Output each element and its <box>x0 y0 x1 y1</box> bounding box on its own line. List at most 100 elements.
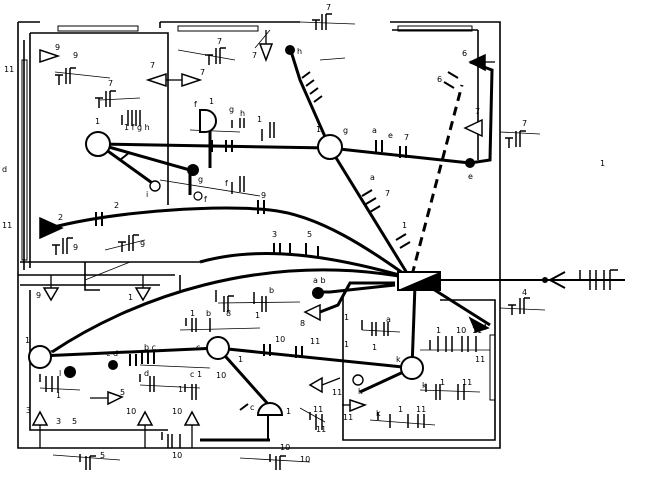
window-top-left <box>57 25 139 32</box>
label: 3 <box>56 417 61 426</box>
label: 1 <box>344 313 349 322</box>
label: b <box>206 309 211 318</box>
label: 11 <box>316 425 326 434</box>
label: c d <box>106 349 118 358</box>
label: 11 <box>472 326 482 335</box>
input-arrow <box>547 271 566 289</box>
label: e <box>468 172 473 181</box>
label: 11 <box>2 221 12 230</box>
label: 1 <box>600 159 605 168</box>
label: 11 <box>462 378 472 387</box>
label: 1 <box>372 343 377 352</box>
label: g <box>229 105 234 114</box>
label: 1 <box>398 405 403 414</box>
distribution-box <box>397 271 441 291</box>
label: 1 <box>178 385 183 394</box>
label: 5 <box>120 388 125 397</box>
label: 10 <box>456 326 466 335</box>
label: 2 <box>114 201 119 210</box>
label: 6 <box>462 49 467 58</box>
input-node <box>542 277 548 283</box>
label: g <box>198 175 203 184</box>
label: 9 <box>73 243 78 252</box>
hub-node-l <box>28 345 52 369</box>
label: 10 <box>172 407 182 416</box>
dashed-link <box>410 84 464 276</box>
floor-plan-walls <box>17 21 501 449</box>
label: 11 <box>475 355 485 364</box>
label: 3 <box>26 406 31 415</box>
label: e <box>388 131 393 140</box>
label: 10 <box>300 455 310 464</box>
label: 11 <box>332 388 342 397</box>
label: 9 <box>261 191 266 200</box>
label: k <box>358 387 363 396</box>
label: 9 <box>73 51 78 60</box>
label: 10 <box>280 443 290 452</box>
label: k <box>376 409 381 418</box>
label: 7 <box>475 107 480 116</box>
end-points <box>64 45 475 378</box>
label: 7 <box>522 119 527 128</box>
label: c 1 <box>190 370 202 379</box>
label: c <box>196 343 200 352</box>
label: 7 <box>252 51 257 60</box>
label: 10 <box>172 451 182 460</box>
label: 7 <box>385 189 390 198</box>
label: d <box>144 369 149 378</box>
label: 1 <box>402 221 407 230</box>
label: a <box>372 126 377 135</box>
label: i <box>146 190 148 199</box>
label: k <box>422 381 427 390</box>
label: 1 <box>209 97 214 106</box>
label: 10 <box>216 371 226 380</box>
label: f <box>225 179 228 188</box>
label: 7 <box>217 37 222 46</box>
label: l <box>50 349 52 358</box>
label: 7 <box>404 133 409 142</box>
label: 5 <box>72 417 77 426</box>
label: 1 <box>238 355 243 364</box>
label: 1 f g h <box>124 123 150 132</box>
label: 5 <box>307 230 312 239</box>
label: 11 <box>343 413 353 422</box>
label: 1 <box>257 115 262 124</box>
label: b c <box>144 343 156 352</box>
label: g <box>343 126 348 135</box>
label: 7 <box>150 61 155 70</box>
label: f <box>194 100 197 109</box>
hub-node-k <box>400 356 424 380</box>
label: b <box>269 286 274 295</box>
label: 2 <box>58 213 63 222</box>
label: l <box>59 369 61 378</box>
label: 10 <box>275 335 285 344</box>
label: k <box>396 355 401 364</box>
label: 1 <box>344 340 349 349</box>
window-left <box>21 59 28 261</box>
label: 1 <box>436 326 441 335</box>
label: 11 <box>4 65 14 74</box>
label: 7 <box>200 68 205 77</box>
label: a <box>386 315 391 324</box>
label: 11 <box>416 405 426 414</box>
label: 1 <box>25 336 30 345</box>
window-top-right <box>397 25 473 32</box>
capacitor-symbols <box>39 13 618 470</box>
label: l <box>57 381 59 390</box>
label: d <box>2 165 7 174</box>
arrow-stems <box>39 30 495 448</box>
labels: 7 9 9 11 7 7 7 7 7 h 6 6 7 7 1 1 f g h f… <box>2 3 605 464</box>
label: 5 <box>100 451 105 460</box>
label: 8 <box>300 319 305 328</box>
label: 4 <box>522 288 527 297</box>
label: 1 <box>316 125 321 134</box>
label: 9 <box>36 291 41 300</box>
label: 1 <box>95 117 100 126</box>
label: 9 <box>140 240 145 249</box>
label: 1 <box>56 391 61 400</box>
hub-nodes <box>28 131 424 386</box>
device-c <box>256 402 284 416</box>
label: h <box>297 47 302 56</box>
label: 6 <box>437 75 442 84</box>
